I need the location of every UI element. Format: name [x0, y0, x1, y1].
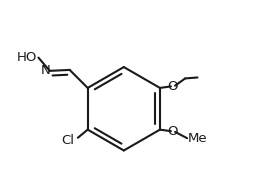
Text: O: O: [168, 125, 178, 138]
Text: N: N: [41, 64, 50, 77]
Text: Cl: Cl: [61, 134, 74, 146]
Text: HO: HO: [17, 50, 38, 64]
Text: Me: Me: [188, 132, 208, 145]
Text: O: O: [168, 79, 178, 92]
